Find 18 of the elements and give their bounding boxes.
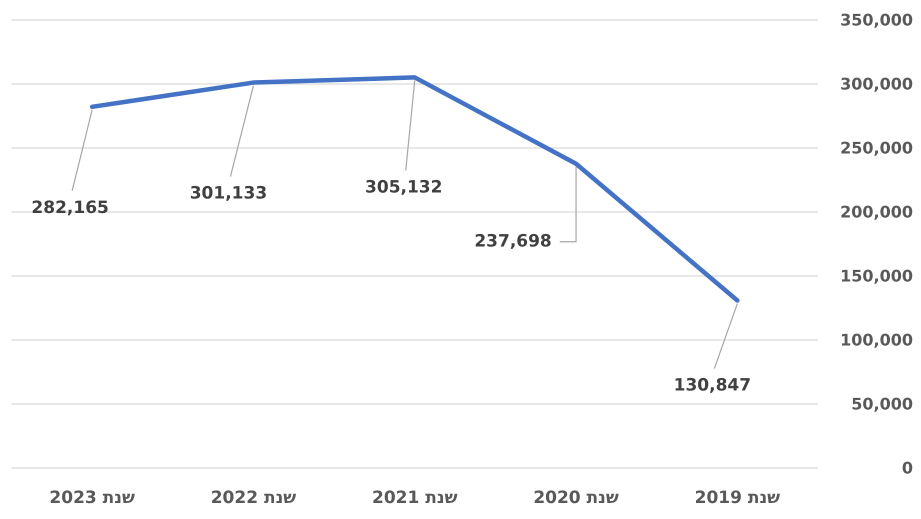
data-label: 237,698 bbox=[474, 232, 552, 252]
y-tick-label: 100,000 bbox=[840, 330, 913, 350]
y-tick-label: 300,000 bbox=[840, 74, 913, 94]
x-tick-label: שנת 2023 bbox=[49, 488, 135, 508]
y-tick-label: 0 bbox=[902, 458, 913, 478]
data-label: 301,133 bbox=[190, 184, 268, 204]
y-tick-label: 150,000 bbox=[840, 266, 913, 286]
y-tick-label: 50,000 bbox=[851, 394, 913, 414]
y-tick-label: 250,000 bbox=[840, 138, 913, 158]
x-tick-label: שנת 2022 bbox=[210, 488, 296, 508]
data-label: 305,132 bbox=[365, 177, 442, 198]
x-tick-label: שנת 2020 bbox=[533, 488, 619, 508]
data-label: 130,847 bbox=[674, 376, 752, 396]
x-tick-label: שנת 2021 bbox=[372, 488, 458, 508]
y-tick-label: 200,000 bbox=[840, 202, 913, 222]
x-tick-label: שנת 2019 bbox=[694, 488, 780, 508]
data-label: 282,165 bbox=[31, 198, 109, 218]
y-tick-label: 350,000 bbox=[840, 10, 913, 30]
